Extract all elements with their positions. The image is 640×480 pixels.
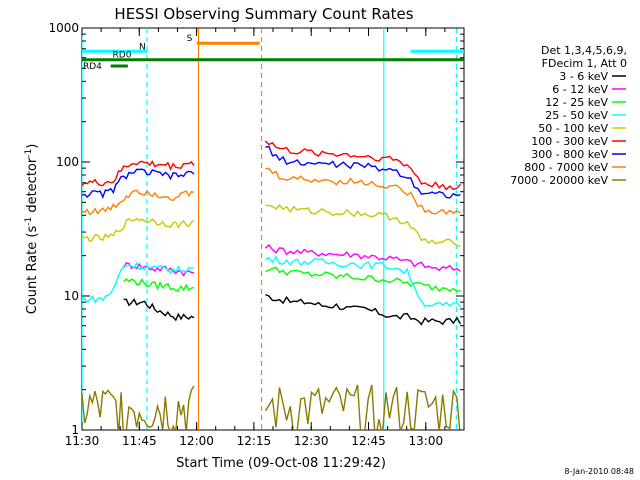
legend-entry-label: 7000 - 20000 keV (510, 174, 608, 187)
series-line (265, 255, 462, 308)
legend-entry-label: 50 - 100 keV (538, 122, 608, 135)
series-line (123, 278, 195, 292)
flag-label: S (187, 34, 193, 44)
plot-frame (81, 27, 465, 431)
series-line (265, 266, 461, 293)
flag-label: RD0 (113, 51, 132, 61)
legend-header-line-2: FDecim 1, Att 0 (542, 57, 627, 70)
y-tick-label: 1 (71, 423, 79, 437)
series-line (82, 261, 195, 304)
date-stamp: 8-Jan-2010 08:48 (564, 467, 634, 476)
flag-label: RD4 (83, 62, 102, 72)
chart-title: HESSI Observing Summary Count Rates (114, 5, 413, 23)
y-tick-label: 10 (64, 289, 79, 303)
series-line (264, 384, 461, 430)
y-tick-label: 100 (56, 155, 79, 169)
y-tick-label: 1000 (48, 21, 79, 35)
x-tick-label: 12:45 (351, 434, 386, 448)
x-tick-label: 12:15 (237, 434, 272, 448)
legend-entry-label: 3 - 6 keV (559, 70, 608, 83)
series-line (82, 160, 195, 187)
legend-entry-label: 300 - 800 keV (531, 148, 608, 161)
legend-entry-label: 100 - 300 keV (531, 135, 608, 148)
x-tick-label: 11:30 (65, 434, 100, 448)
legend-header-line-1: Det 1,3,4,5,6,9, (541, 44, 627, 57)
legend-entry-label: 25 - 50 keV (545, 109, 608, 122)
legend: Det 1,3,4,5,6,9, FDecim 1, Att 0 3 - 6 k… (510, 44, 627, 187)
x-axis-label: Start Time (09-Oct-08 11:29:42) (176, 456, 386, 471)
series-line (265, 204, 461, 247)
series-line (82, 217, 195, 243)
series-line (265, 145, 461, 199)
series-line (264, 140, 462, 191)
series-line (82, 189, 195, 216)
x-tick-label: 11:45 (122, 434, 157, 448)
series-line (123, 298, 195, 322)
legend-entry-label: 6 - 12 keV (552, 83, 608, 96)
flag-label: N (139, 42, 146, 52)
series-line (265, 167, 461, 215)
series-line (82, 385, 195, 430)
x-tick-label: 12:30 (294, 434, 329, 448)
y-axis-label: Count Rate (s-1 detector-1) (24, 144, 40, 315)
series-line (123, 261, 195, 277)
series-line (264, 243, 461, 272)
x-tick-label: 13:00 (409, 434, 444, 448)
x-tick-label: 12:00 (179, 434, 214, 448)
legend-entry-label: 800 - 7000 keV (524, 161, 608, 174)
series-line (82, 168, 195, 199)
series-line (265, 293, 462, 326)
legend-entry-label: 12 - 25 keV (545, 96, 608, 109)
